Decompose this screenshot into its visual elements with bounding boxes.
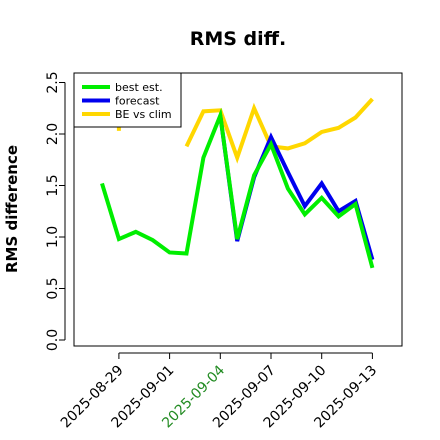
series-line-best-est bbox=[100, 107, 375, 269]
legend-label-forecast: forecast bbox=[115, 94, 160, 107]
legend-label-be-vs-clim: BE vs clim bbox=[115, 108, 172, 121]
y-tick-label: 2.5 bbox=[45, 71, 61, 93]
y-tick-label: 0.5 bbox=[45, 277, 61, 299]
series-layer bbox=[100, 97, 375, 269]
y-tick-label: 1.5 bbox=[45, 174, 61, 196]
x-axis: 2025-08-292025-09-012025-09-042025-09-07… bbox=[58, 352, 380, 431]
y-tick-label: 1.0 bbox=[45, 226, 61, 248]
y-tick-label: 0.0 bbox=[45, 329, 61, 351]
series-line-be-vs-clim bbox=[184, 97, 374, 164]
plot-frame bbox=[73, 72, 403, 347]
legend-label-best-est: best est. bbox=[115, 81, 163, 94]
y-tick-label: 2.0 bbox=[45, 123, 61, 145]
y-axis: 0.0 0.5 1.0 1.5 2.0 2.5 bbox=[45, 71, 66, 351]
chart-title: RMS diff. bbox=[190, 28, 287, 50]
y-axis-title: RMS difference bbox=[3, 145, 21, 273]
